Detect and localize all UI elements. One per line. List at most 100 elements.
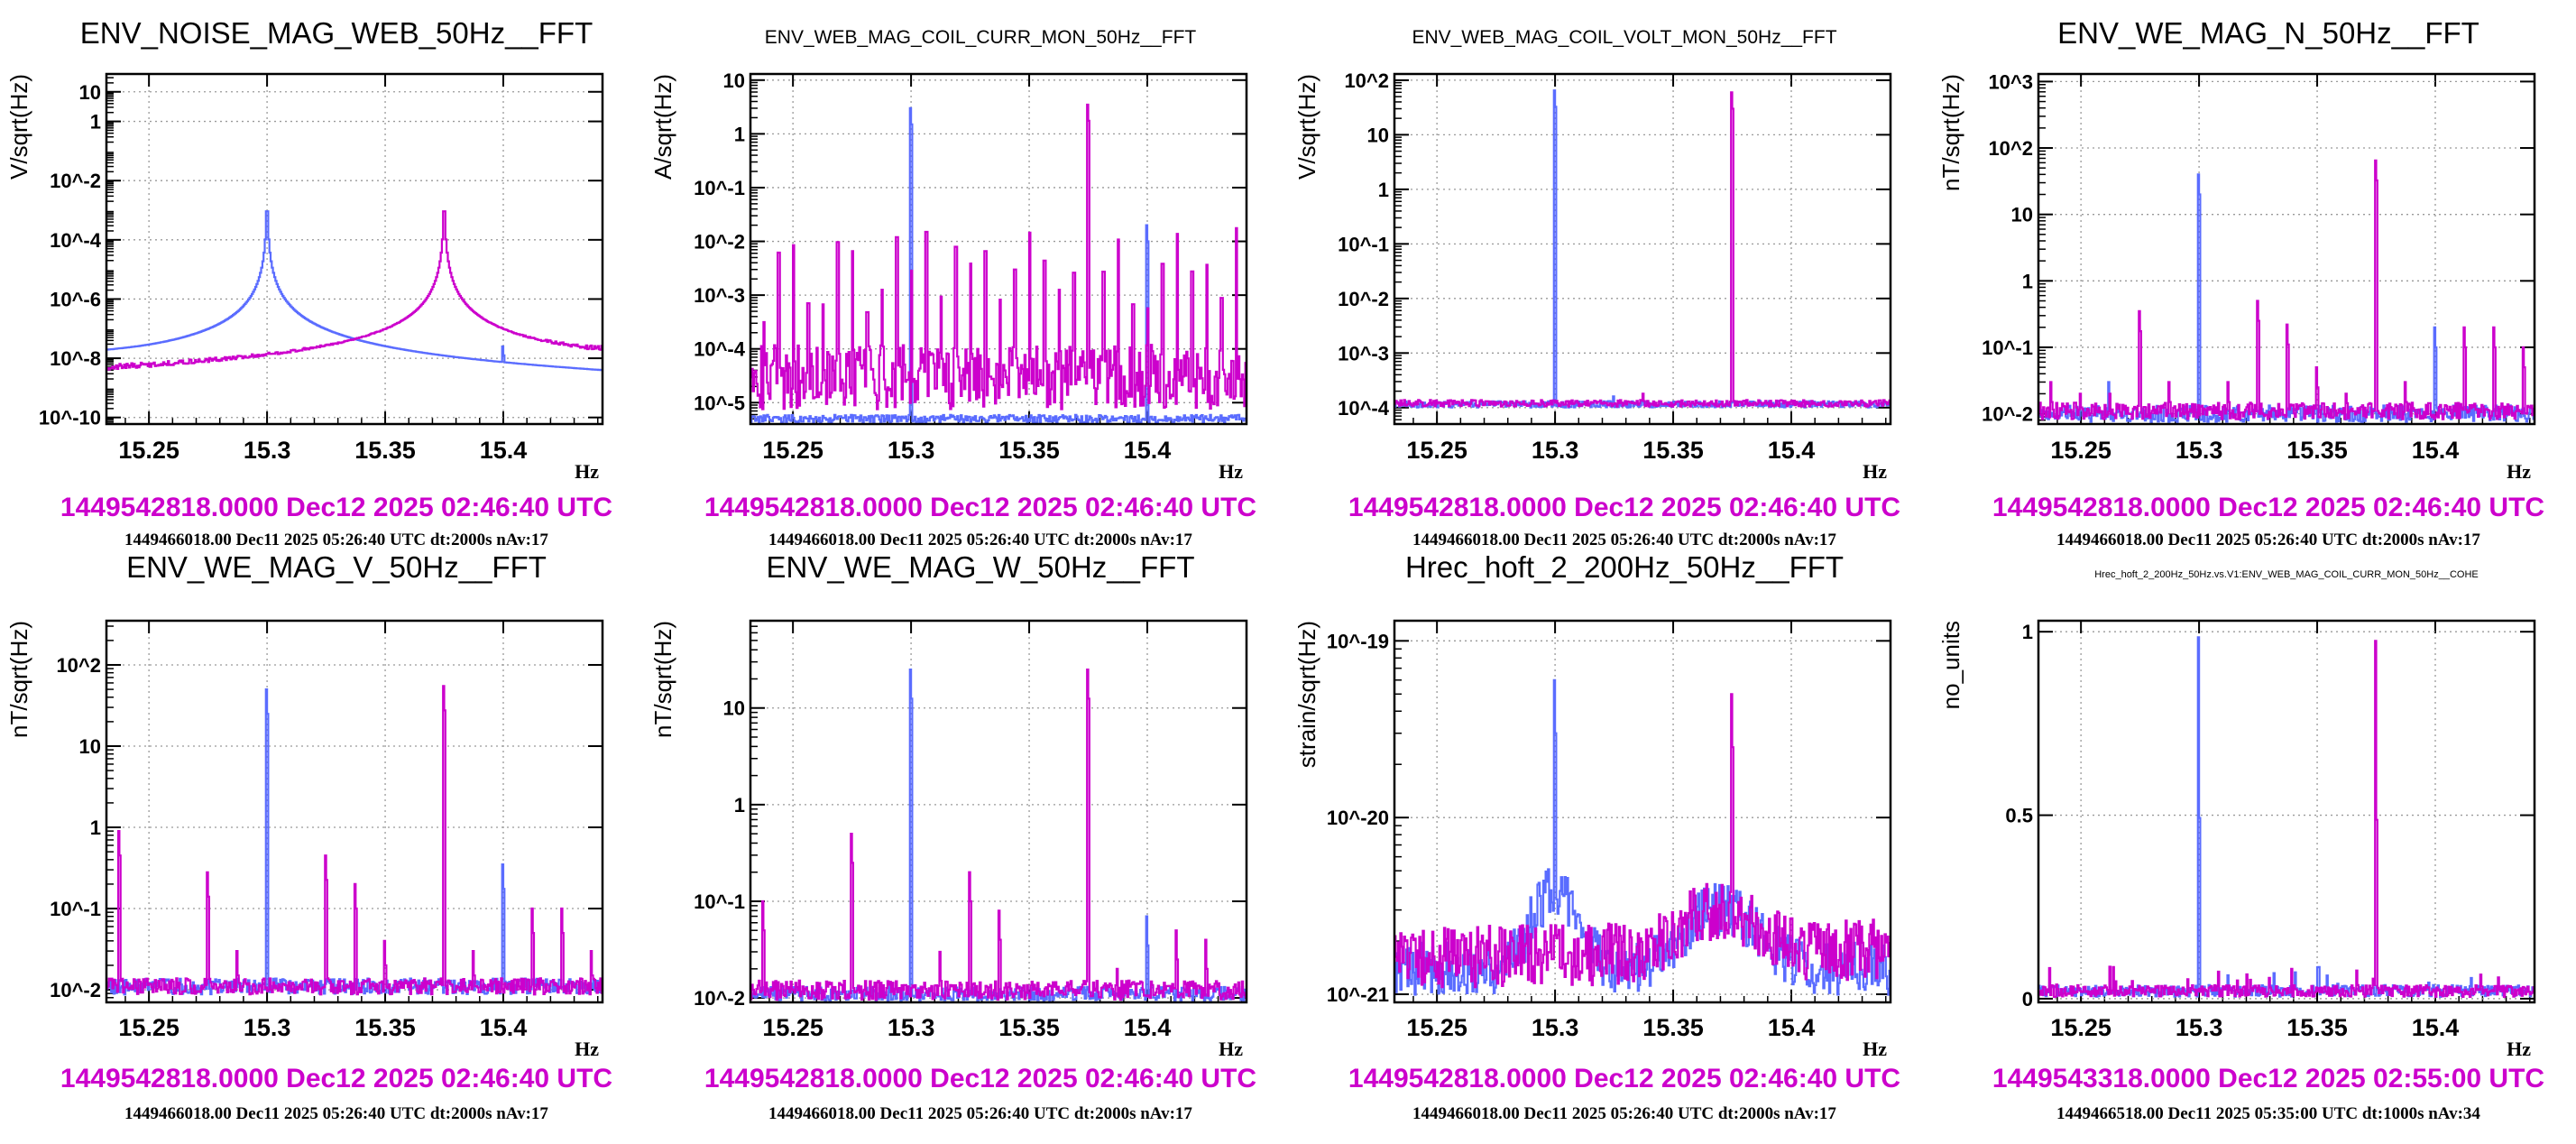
x-tick-label: 15.3 [2176,1014,2223,1041]
x-axis-label: Hz [2507,460,2531,483]
timestamp-current: 1449542818.0000 Dec12 2025 02:46:40 UTC [1348,1064,1900,1093]
y-tick-label: 10^-21 [1327,983,1389,1006]
chart-title: Hrec_hoft_2_200Hz_50Hz.vs.V1:ENV_WEB_MAG… [2094,569,2479,580]
y-tick-label: 10^2 [1344,69,1389,92]
timestamp-reference-info: 1449466018.00 Dec11 2025 05:26:40 UTC dt… [124,530,548,549]
x-tick-label: 15.35 [2286,437,2348,464]
x-tick-label: 15.25 [1406,437,1467,464]
y-tick-label: 0.5 [2005,805,2033,827]
x-tick-label: 15.35 [1642,1014,1704,1041]
x-axis-label: Hz [2507,1038,2531,1060]
y-tick-label: 1 [734,794,745,816]
plot-frame [2037,619,2536,1004]
x-tick-label: 15.3 [888,1014,935,1041]
y-tick-label: 10^-2 [1982,403,2033,426]
timestamp-reference-info: 1449466018.00 Dec11 2025 05:26:40 UTC dt… [1412,530,1836,549]
current-spectrum-line [750,669,1247,1001]
x-tick-label: 15.35 [354,1014,416,1041]
timestamp-reference-info: 1449466018.00 Dec11 2025 05:26:40 UTC dt… [124,1104,548,1123]
plot-area [1394,74,1891,424]
y-axis-label: A/sqrt(Hz) [649,74,676,180]
timestamp-reference-info: 1449466018.00 Dec11 2025 05:26:40 UTC dt… [768,530,1192,549]
y-axis-label: nT/sqrt(Hz) [649,621,676,738]
chart-panel-7: Hrec_hoft_2_200Hz_50Hz__FFT 15.25 15.3 15.3… [1293,550,1900,1123]
chart-title: ENV_WE_MAG_N_50Hz__FFT [2057,16,2479,50]
y-tick-label: 10^-1 [1338,233,1389,255]
y-tick-label: 10^-1 [50,898,101,920]
y-tick-label: 10^3 [1988,70,2033,93]
y-tick-label: 10^-20 [1327,807,1389,829]
x-tick-label: 15.4 [480,437,528,464]
y-tick-label: 10^2 [1988,137,2033,160]
x-tick-label: 15.25 [118,437,179,464]
y-tick-label: 1 [734,123,745,145]
x-tick-label: 15.4 [1768,437,1816,464]
chart-title: ENV_NOISE_MAG_WEB_50Hz__FFT [80,16,593,50]
current-spectrum-line [1394,91,1891,408]
y-tick-label: 10^-4 [1338,397,1390,420]
chart-panel-6: ENV_WE_MAG_W_50Hz__FFT 15.25 15.3 15.35 15.4… [649,550,1256,1123]
x-tick-label: 15.35 [354,437,416,464]
x-axis-label: Hz [1863,460,1887,483]
x-axis-label: Hz [1219,460,1243,483]
timestamp-current: 1449542818.0000 Dec12 2025 02:46:40 UTC [60,1064,612,1093]
x-axis-label: Hz [575,1038,599,1060]
plot-frame [749,619,1248,1004]
y-tick-label: 10^-2 [50,170,101,192]
y-tick-label: 10^-2 [694,987,745,1010]
y-tick-label: 10^-3 [694,284,745,307]
x-tick-label: 15.35 [1642,437,1704,464]
y-tick-label: 10 [723,697,745,720]
x-tick-label: 15.4 [1768,1014,1816,1041]
plot-frame [1393,619,1892,1004]
timestamp-reference-info: 1449466018.00 Dec11 2025 05:26:40 UTC dt… [2056,530,2480,549]
chart-title: ENV_WE_MAG_V_50Hz__FFT [126,550,547,584]
y-tick-label: 1 [90,111,101,134]
y-tick-label: 10^-2 [50,979,101,1001]
y-axis-label: no_units [1937,621,1964,709]
current-spectrum-line [2038,640,2535,998]
x-tick-label: 15.35 [2286,1014,2348,1041]
timestamp-reference-info: 1449466518.00 Dec11 2025 05:35:00 UTC dt… [2056,1104,2480,1123]
timestamp-current: 1449542818.0000 Dec12 2025 02:46:40 UTC [1992,493,2544,522]
y-tick-label: 10^-19 [1327,630,1389,652]
timestamp-current: 1449543318.0000 Dec12 2025 02:55:00 UTC [1992,1064,2544,1093]
plot-frame [105,72,604,426]
x-tick-label: 15.25 [762,1014,823,1041]
y-tick-label: 10 [79,735,101,758]
current-spectrum-line [1394,693,1891,989]
chart-panel-1: ENV_NOISE_MAG_WEB_50Hz__FFT 15.25 15.3 15.3… [5,16,612,549]
reference-spectrum-line [1394,678,1891,996]
y-tick-label: 10^-5 [694,392,745,414]
chart-panel-2: ENV_WEB_MAG_COIL_CURR_MON_50Hz__FFT 15.25… [649,27,1256,549]
y-tick-label: 10^-4 [50,229,102,252]
y-tick-label: 1 [2022,621,2033,643]
chart-panel-4: ENV_WE_MAG_N_50Hz__FFT 15.25 15.3 15.35 15.4… [1937,16,2544,549]
plot-area [2038,621,2535,1002]
current-spectrum-line [106,685,603,996]
timestamp-current: 1449542818.0000 Dec12 2025 02:46:40 UTC [704,1064,1256,1093]
current-spectrum-line [750,103,1247,411]
x-tick-label: 15.3 [1532,437,1579,464]
x-tick-label: 15.4 [1124,1014,1172,1041]
y-tick-label: 10^-10 [39,407,101,429]
x-tick-label: 15.35 [998,437,1060,464]
timestamp-current: 1449542818.0000 Dec12 2025 02:46:40 UTC [704,493,1256,522]
x-tick-label: 15.3 [1532,1014,1579,1041]
x-tick-label: 15.25 [762,437,823,464]
y-axis-label: V/sqrt(Hz) [5,74,32,180]
chart-title: ENV_WEB_MAG_COIL_VOLT_MON_50Hz__FFT [1412,27,1836,48]
x-tick-label: 15.35 [998,1014,1060,1041]
y-tick-label: 10^-8 [50,347,101,370]
y-tick-label: 10^-1 [694,890,745,913]
y-tick-label: 10 [79,81,101,104]
y-tick-label: 10 [723,69,745,92]
y-tick-label: 1 [2022,270,2033,292]
x-axis-label: Hz [1219,1038,1243,1060]
x-tick-label: 15.4 [480,1014,528,1041]
reference-spectrum-line [106,210,603,372]
chart-title: Hrec_hoft_2_200Hz_50Hz__FFT [1405,550,1844,584]
current-spectrum-line [2038,159,2535,420]
plot-frame [2037,72,2536,426]
